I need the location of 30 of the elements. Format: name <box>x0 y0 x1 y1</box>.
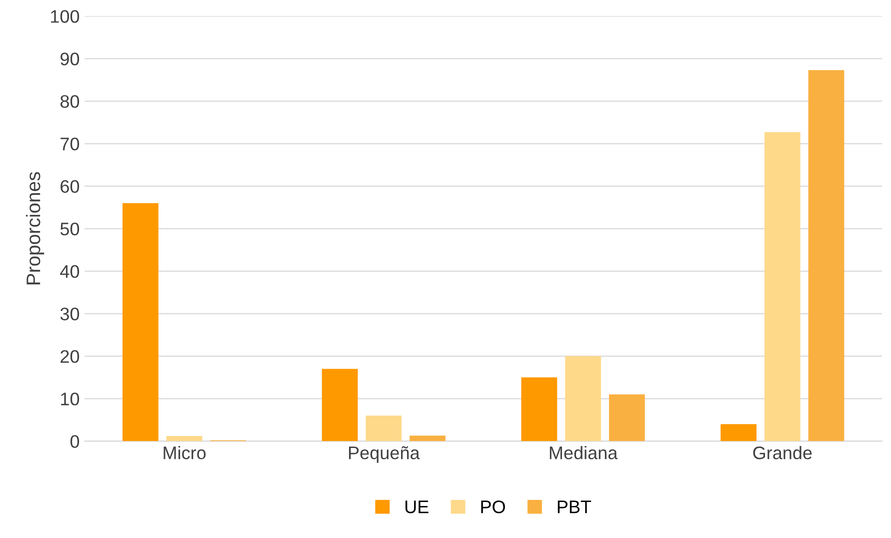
bar <box>410 436 446 442</box>
y-axis-title: Proporciones <box>26 172 44 284</box>
y-tick-label: 20 <box>60 350 80 363</box>
legend-label: PO <box>481 500 505 514</box>
bar <box>720 424 756 442</box>
bar <box>166 436 202 442</box>
y-tick-label: 80 <box>60 95 80 108</box>
y-tick-label: 40 <box>60 265 80 278</box>
bar <box>322 368 358 442</box>
x-tick-label: Micro <box>164 446 206 460</box>
legend-label: PBT <box>558 500 592 514</box>
y-tick-label: 0 <box>70 435 80 448</box>
y-tick-label: 70 <box>60 138 80 150</box>
bar <box>808 70 844 442</box>
y-tick-label: 60 <box>60 180 80 193</box>
bar <box>122 203 158 442</box>
bar <box>764 132 800 442</box>
y-tick-label: 50 <box>60 222 80 236</box>
y-tick-label: 100 <box>51 10 80 23</box>
bar <box>366 416 402 442</box>
x-tick-label: Grande <box>753 446 812 460</box>
x-tick-label: Pequeña <box>349 446 420 463</box>
bar <box>521 377 558 442</box>
y-tick-label: 30 <box>60 308 80 320</box>
y-tick-label: 90 <box>60 52 80 66</box>
bar <box>608 394 645 442</box>
x-tick-label: Mediana <box>550 446 618 460</box>
bar <box>565 356 601 442</box>
legend-label: UE <box>406 500 428 514</box>
y-tick-label: 10 <box>61 392 80 406</box>
